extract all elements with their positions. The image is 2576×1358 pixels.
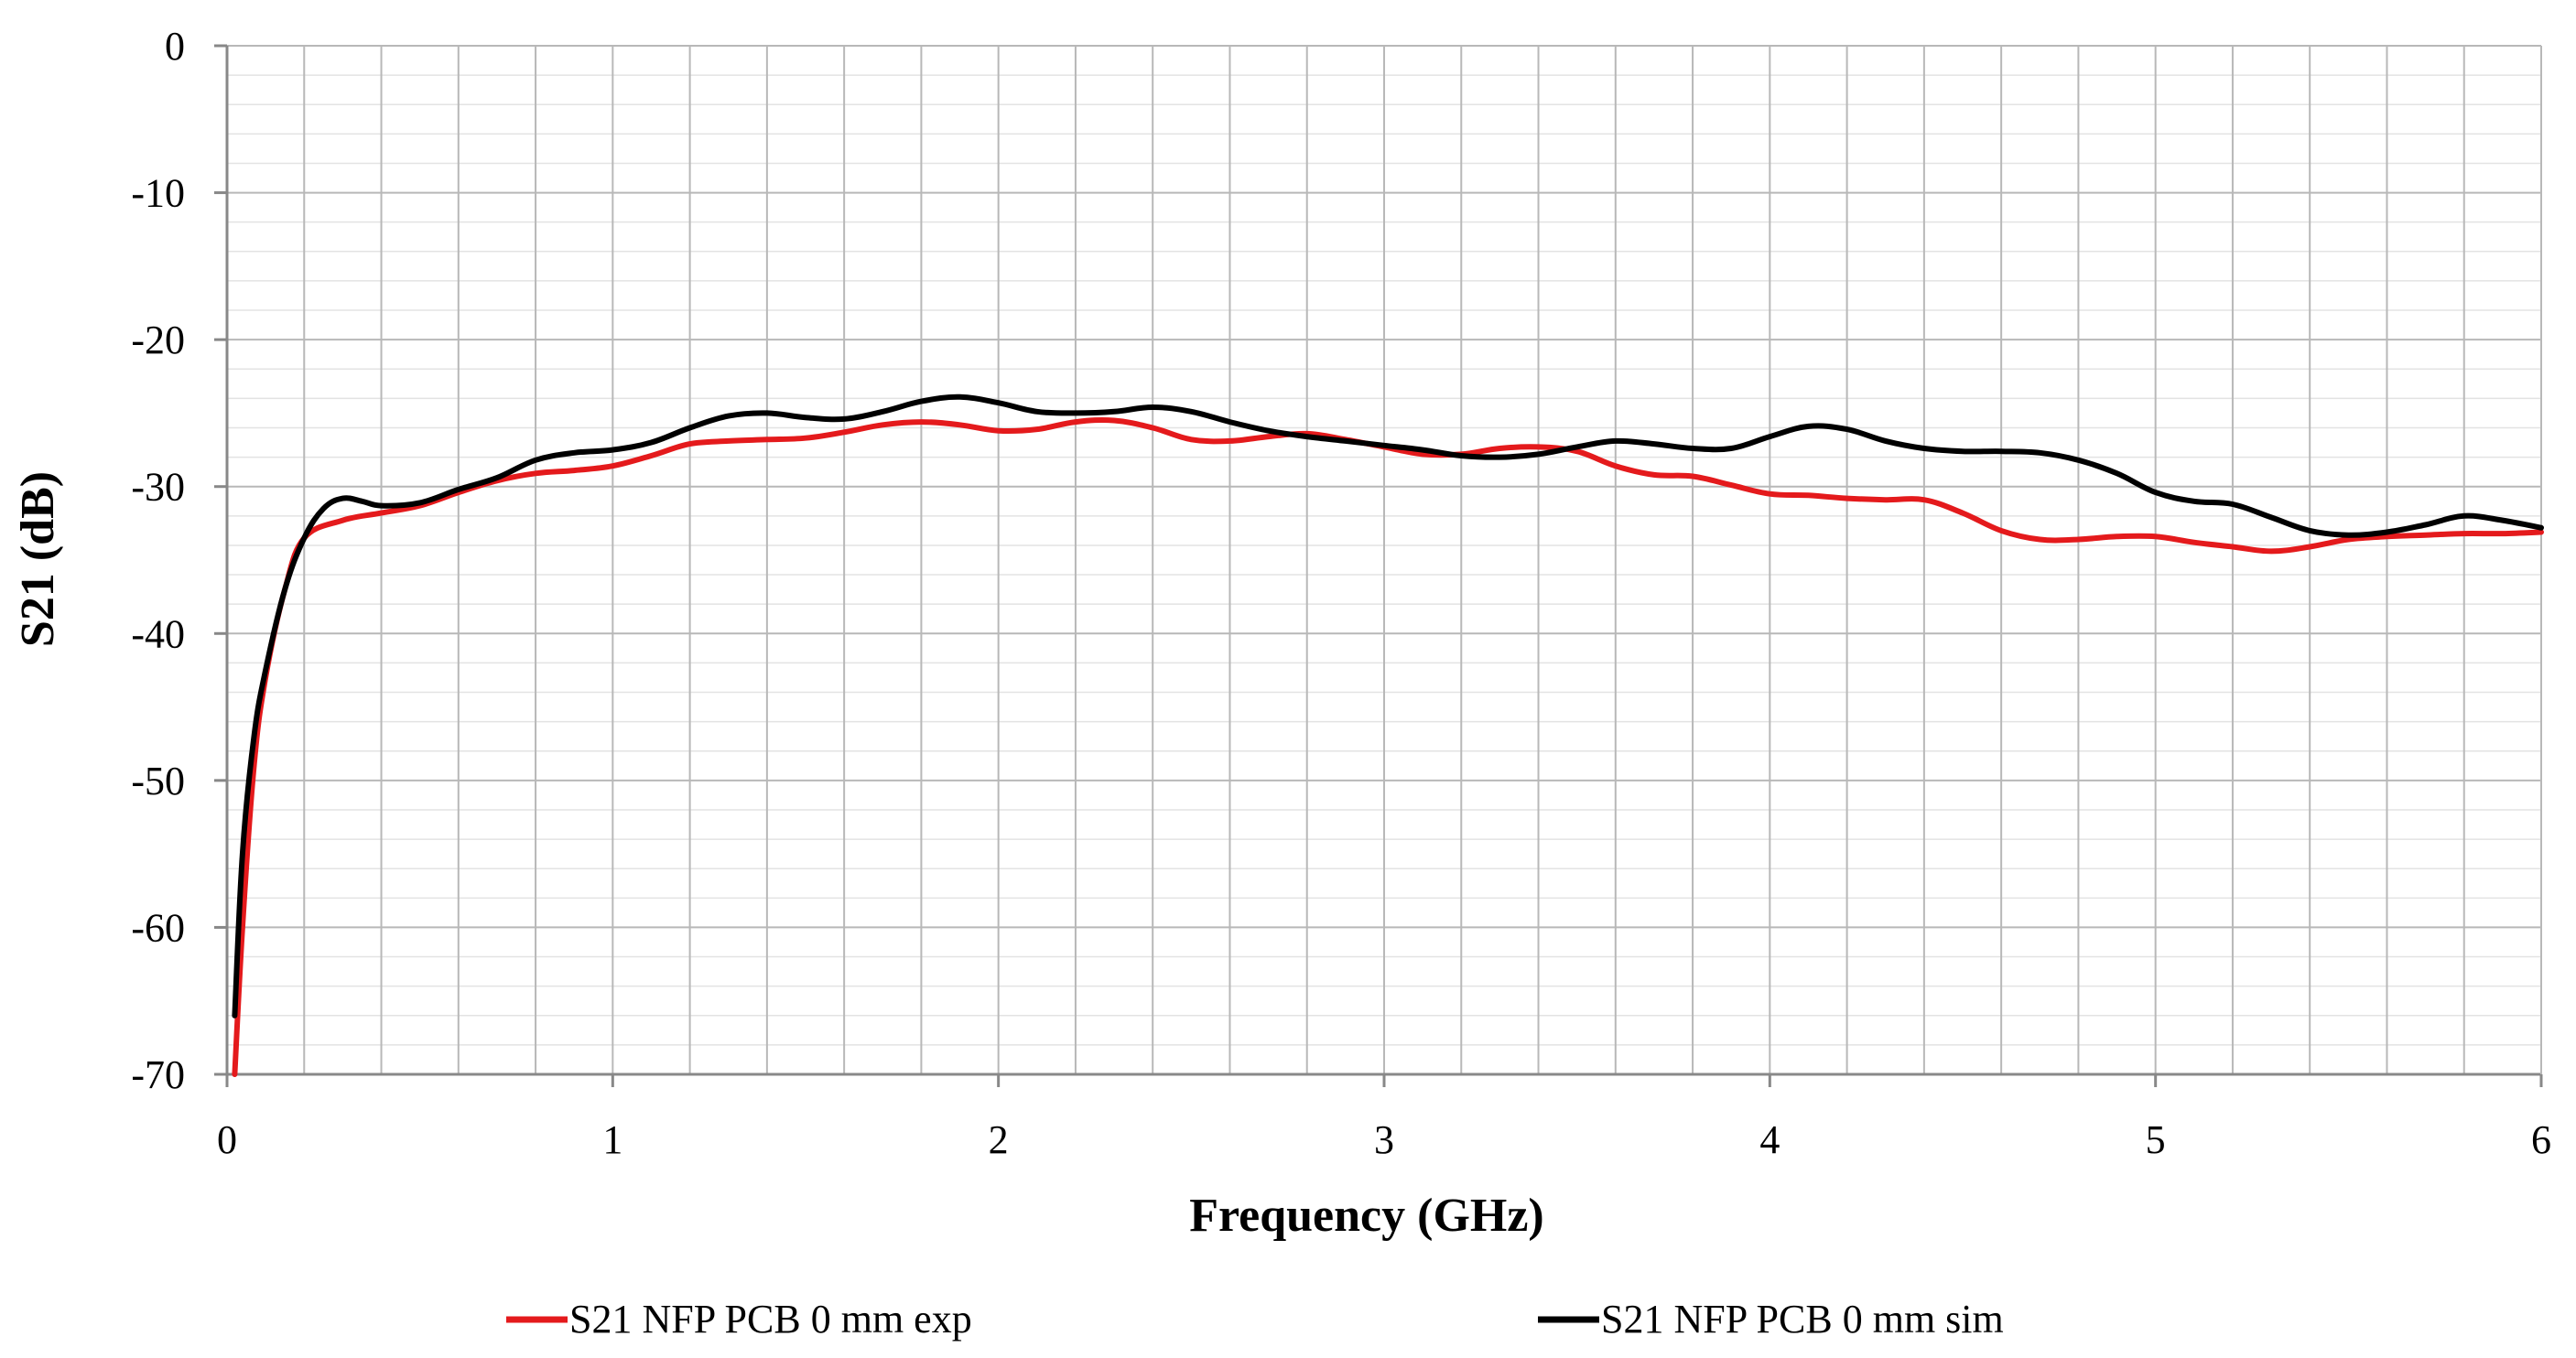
series-line-sim [232, 393, 2544, 1018]
y-tick-label: -40 [131, 611, 185, 656]
x-axis-title: Frequency (GHz) [1189, 1190, 1544, 1242]
legend-label-exp: S21 NFP PCB 0 mm exp [569, 1297, 972, 1342]
y-tick-label: -30 [131, 465, 185, 510]
y-tick-label: -10 [131, 171, 185, 216]
y-tick-label: -70 [131, 1052, 185, 1097]
x-tick-label: 0 [217, 1117, 237, 1162]
x-tick-label: 6 [2531, 1117, 2551, 1162]
y-tick-label: -60 [131, 905, 185, 950]
x-tick-labels: 0 1 2 3 4 5 6 [217, 1117, 2551, 1162]
x-tick-label: 3 [1374, 1117, 1394, 1162]
legend-label-sim: S21 NFP PCB 0 mm sim [1601, 1297, 2004, 1342]
x-tick-label: 2 [989, 1117, 1009, 1162]
y-tick-label: -50 [131, 759, 185, 803]
legend: S21 NFP PCB 0 mm exp S21 NFP PCB 0 mm si… [506, 1297, 2004, 1342]
y-tick-labels: 0 -10 -20 -30 -40 -50 -60 -70 [131, 24, 185, 1097]
y-tick-label: 0 [165, 24, 185, 69]
axes [214, 44, 2543, 1087]
major-gridlines [227, 45, 2541, 1074]
y-tick-label: -20 [131, 318, 185, 362]
series-lines [232, 393, 2544, 1077]
x-tick-label: 5 [2146, 1117, 2166, 1162]
x-tick-label: 4 [1759, 1117, 1780, 1162]
y-axis-title: S21 (dB) [12, 471, 64, 647]
x-tick-label: 1 [602, 1117, 622, 1162]
series-line-exp [232, 416, 2544, 1077]
